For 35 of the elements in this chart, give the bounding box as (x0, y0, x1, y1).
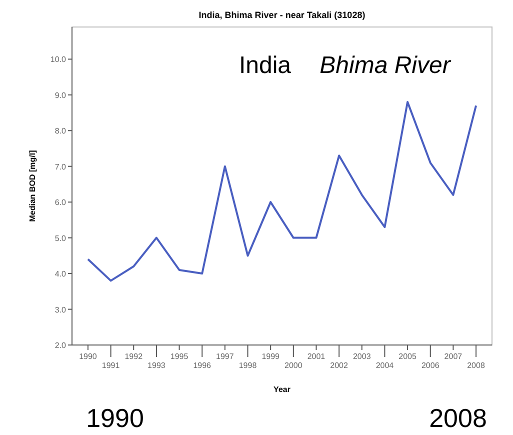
y-tick-label: 7.0 (54, 162, 67, 172)
y-tick-label: 3.0 (54, 305, 67, 314)
x-tick-label: 2002 (330, 361, 349, 370)
y-tick-label: 9.0 (54, 90, 67, 100)
annotation: India (238, 52, 292, 79)
x-tick-label: 1997 (216, 352, 234, 361)
x-tick-label: 2004 (376, 361, 394, 370)
x-tick-label: 2003 (352, 352, 372, 361)
x-tick-label: 2006 (421, 361, 440, 370)
y-axis-title: Median BOD [mg/l] (28, 150, 37, 222)
x-tick-label: 1992 (124, 352, 144, 361)
text: 1990 (86, 403, 144, 433)
x-axis-title: Year (274, 385, 290, 394)
x-tick-label: 1998 (238, 361, 258, 370)
x-tick-label: 2005 (398, 352, 417, 361)
y-tick-label: 8.0 (54, 126, 67, 136)
x-tick-label: 1996 (193, 361, 212, 370)
y-tick-label: 5.0 (54, 234, 67, 243)
text: 2008 (429, 403, 487, 433)
x-tick-label: 2007 (444, 352, 463, 361)
x-tick-label: 2008 (467, 361, 486, 370)
y-tick-label: 4.0 (54, 270, 67, 279)
x-tick-label: 1991 (102, 361, 120, 370)
chart-title: India, Bhima River - near Takali (31028) (198, 10, 366, 20)
x-tick-label: 1993 (148, 361, 166, 370)
x-tick-label: 1990 (79, 352, 98, 361)
y-tick-label: 6.0 (54, 198, 67, 208)
x-tick-label: 2000 (284, 361, 303, 370)
line-series (86, 101, 478, 282)
x-tick-label: 1999 (262, 352, 280, 361)
x-tick-label: 2001 (307, 352, 326, 361)
y-tick-label: 2.0 (54, 341, 67, 350)
y-tick-label: 10.0 (50, 55, 67, 64)
annotation: Bhima River (320, 52, 452, 79)
x-tick-label: 1995 (170, 352, 189, 361)
